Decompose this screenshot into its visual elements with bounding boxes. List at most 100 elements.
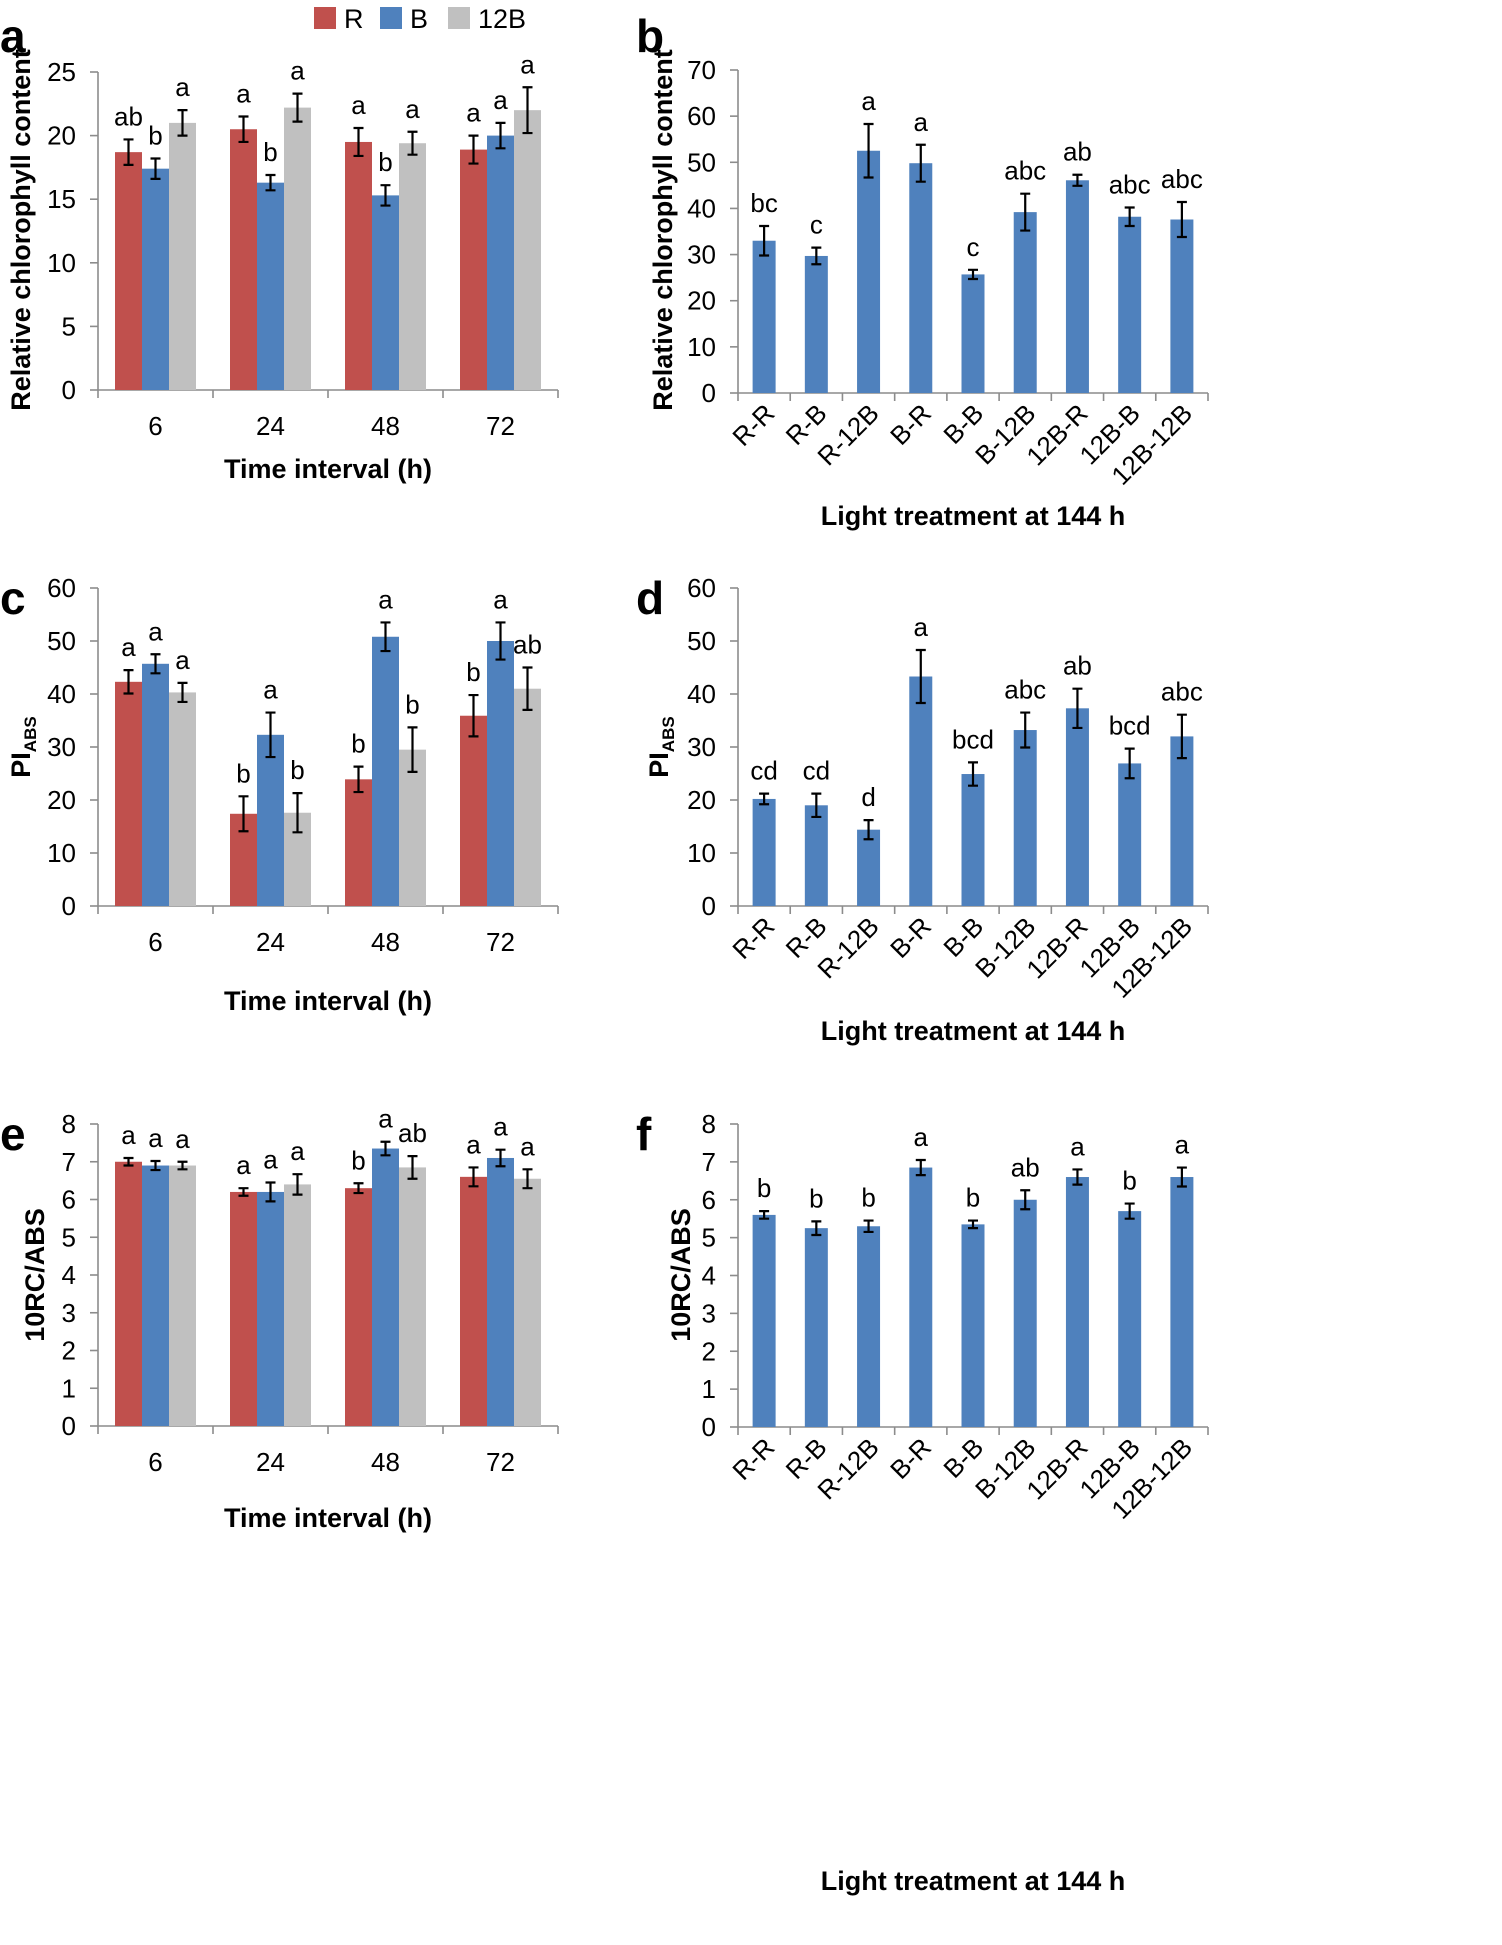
bar-d-B-12B-12B (1170, 736, 1194, 906)
error-bar (150, 653, 161, 675)
x-axis-label: Time interval (h) (224, 454, 432, 484)
y-tick-label: 60 (687, 573, 716, 603)
error-bar (123, 1156, 134, 1167)
y-tick-label: 10 (47, 838, 76, 868)
bar-a-B-48 (372, 195, 399, 390)
bar-f-B-R-R (752, 1214, 776, 1427)
significance-letter: b (405, 689, 419, 719)
y-tick-label: 30 (687, 732, 716, 762)
y-tick-label: 4 (62, 1260, 76, 1290)
significance-letter: a (236, 79, 251, 109)
bar-e-12B-24 (284, 1184, 311, 1426)
error-bar (495, 121, 506, 150)
y-tick-label: 5 (62, 311, 76, 341)
panel-label-e: e (0, 1108, 26, 1160)
significance-letter: b (351, 1145, 365, 1175)
bar-c-R-48 (345, 779, 372, 906)
significance-letter: a (493, 584, 508, 614)
y-tick-label: 0 (62, 375, 76, 405)
error-bar (265, 173, 276, 192)
y-tick-label: 50 (687, 626, 716, 656)
error-bar (238, 1187, 249, 1197)
panel-label-c: c (0, 572, 26, 624)
x-tick-label: 72 (486, 411, 515, 441)
significance-letter: a (263, 1145, 278, 1175)
bar-c-B-48 (372, 636, 399, 906)
significance-letter: c (967, 232, 980, 262)
bar-f-B-R-12B (857, 1226, 881, 1427)
x-tick-label: 12B-R (1020, 398, 1093, 471)
bar-c-B-24 (257, 734, 284, 906)
significance-letter: c (810, 210, 823, 240)
bar-f-B-12B-12B (1170, 1177, 1194, 1427)
error-bar (407, 726, 418, 774)
bar-e-12B-72 (514, 1178, 541, 1426)
significance-letter: a (290, 56, 305, 86)
y-axis-label: PIABS (6, 716, 40, 777)
y-axis-label: Relative chlorophyll content (6, 49, 36, 411)
error-bar (968, 761, 978, 787)
significance-letter: b (466, 657, 480, 687)
x-tick-label: 12B-R (1020, 1432, 1093, 1505)
error-bar (863, 819, 874, 841)
bar-c-12B-6 (169, 692, 196, 906)
error-bar (353, 765, 364, 794)
significance-letter: a (493, 1112, 508, 1142)
legend-swatch-r (314, 7, 336, 29)
bar-b-B-B-B (961, 274, 985, 393)
bar-a-B-6 (142, 168, 169, 390)
significance-letter: a (175, 1124, 190, 1154)
y-tick-label: 30 (687, 240, 716, 270)
y-tick-label: 3 (62, 1298, 76, 1328)
x-tick-label: 6 (148, 411, 162, 441)
x-tick-label: 24 (256, 927, 285, 957)
y-tick-label: 0 (62, 891, 76, 921)
significance-letter: abc (1004, 156, 1046, 186)
y-tick-label: 20 (687, 785, 716, 815)
bar-c-R-72 (460, 715, 487, 906)
significance-letter: a (861, 86, 876, 116)
bar-b-B-B-12B (1013, 212, 1037, 393)
bar-d-B-B-12B (1013, 730, 1037, 906)
panel-label-f: f (636, 1108, 652, 1160)
error-bar (380, 621, 391, 653)
y-tick-label: 6 (62, 1185, 76, 1215)
panel-label-a: a (0, 10, 26, 62)
bar-f-B-B-R (909, 1167, 933, 1427)
y-tick-label: 8 (62, 1109, 76, 1139)
x-axis-label: Time interval (h) (224, 1503, 432, 1533)
significance-letter: cd (750, 756, 777, 786)
error-bar (1072, 1168, 1083, 1186)
error-bar (1176, 200, 1187, 239)
error-bar (353, 1182, 364, 1195)
error-bar (353, 126, 364, 158)
x-tick-label: 48 (371, 1447, 400, 1477)
y-tick-label: 8 (702, 1109, 716, 1139)
significance-letter: b (1122, 1166, 1136, 1196)
significance-letter: a (914, 107, 929, 137)
significance-letter: ab (1063, 137, 1092, 167)
bar-e-R-48 (345, 1188, 372, 1426)
y-tick-label: 6 (702, 1185, 716, 1215)
significance-letter: a (121, 1120, 136, 1150)
error-bar (265, 1181, 276, 1203)
significance-letter: a (378, 584, 393, 614)
significance-letter: a (263, 675, 278, 705)
significance-letter: a (121, 632, 136, 662)
error-bar (407, 130, 418, 156)
error-bar (292, 1173, 303, 1196)
bar-d-B-B-R (909, 676, 933, 906)
y-tick-label: 10 (687, 332, 716, 362)
significance-letter: b (290, 755, 304, 785)
error-bar (495, 621, 506, 661)
bar-d-B-R-12B (857, 829, 881, 906)
bar-d-B-R-R (752, 798, 776, 906)
y-tick-label: 0 (702, 378, 716, 408)
significance-letter: a (290, 1136, 305, 1166)
bar-a-R-24 (230, 129, 257, 391)
significance-letter: cd (803, 756, 830, 786)
y-tick-label: 40 (687, 193, 716, 223)
